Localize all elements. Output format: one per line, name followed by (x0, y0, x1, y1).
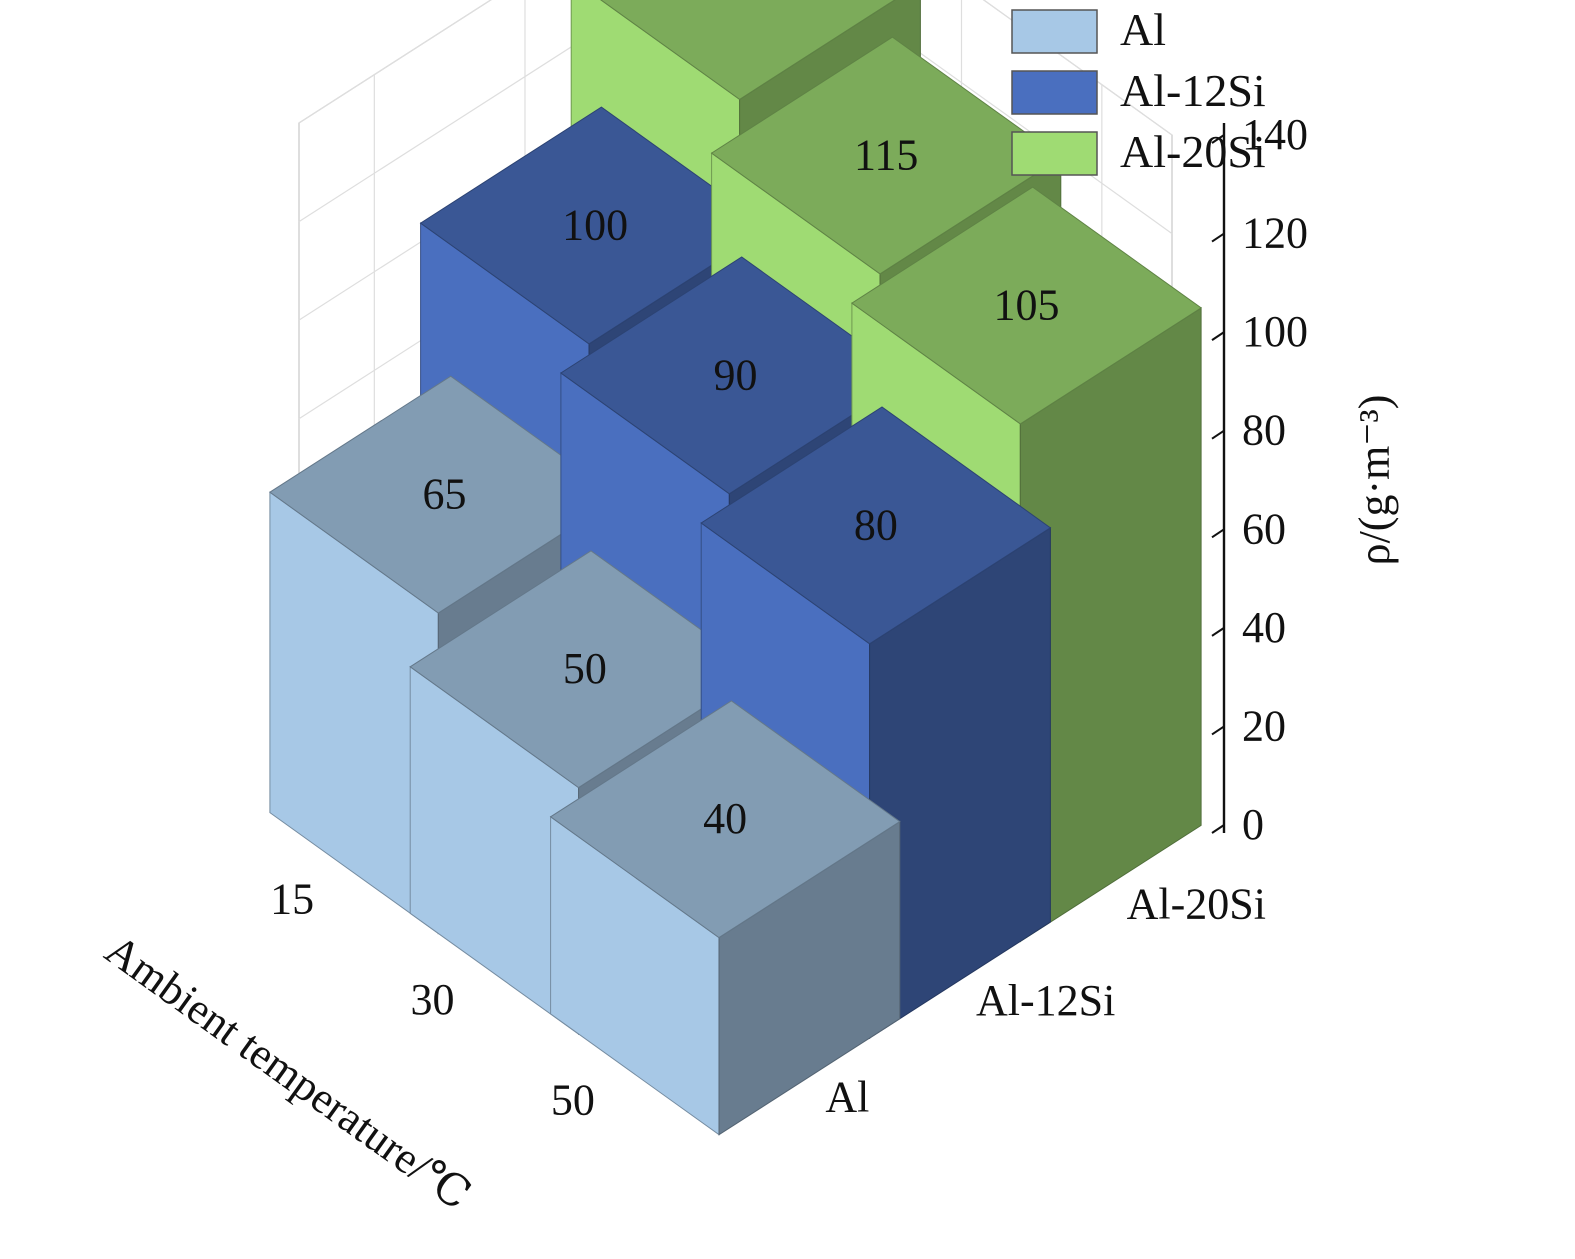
bar-value-label: 40 (703, 794, 747, 843)
z-axis-title: ρ/(g·m⁻³) (1350, 395, 1399, 566)
z-tick (1212, 332, 1224, 340)
bar-value-label: 100 (562, 200, 628, 249)
bar-value-label: 50 (563, 644, 607, 693)
z-tick (1212, 628, 1224, 636)
z-tick-label: 40 (1242, 603, 1286, 652)
bar-value-label: 105 (994, 281, 1060, 330)
legend-swatch (1012, 10, 1097, 53)
z-tick-label: 20 (1242, 701, 1286, 750)
y-tick-label: Al-12Si (976, 976, 1115, 1025)
z-tick-label: 80 (1242, 406, 1286, 455)
z-tick-label: 100 (1242, 307, 1308, 356)
bar-value-label: 115 (854, 131, 918, 180)
legend-swatch (1012, 71, 1097, 114)
legend-label: Al (1120, 4, 1166, 55)
x-axis-title: Ambient temperature/℃ (96, 925, 479, 1220)
z-tick-label: 0 (1242, 800, 1264, 849)
bar-value-label: 80 (854, 500, 898, 549)
z-tick (1212, 726, 1224, 734)
z-tick (1212, 234, 1224, 242)
legend-label: Al-20Si (1120, 126, 1266, 177)
legend-swatch (1012, 132, 1097, 175)
z-tick (1212, 529, 1224, 537)
x-tick-label: 15 (270, 874, 314, 923)
z-tick (1212, 825, 1224, 833)
legend: Al Al-12Si Al-20Si (1012, 4, 1266, 177)
legend-label: Al-12Si (1120, 65, 1266, 116)
x-tick-label: 50 (551, 1076, 595, 1125)
y-tick-label: Al-20Si (1127, 879, 1266, 928)
z-tick-label: 60 (1242, 504, 1286, 553)
z-tick-label: 120 (1242, 209, 1308, 258)
bar-value-label: 90 (714, 350, 758, 399)
bar-value-label: 65 (423, 470, 467, 519)
z-tick (1212, 431, 1224, 439)
bar-value-label: 130 (713, 0, 779, 5)
x-tick-label: 30 (411, 975, 455, 1024)
y-tick-label: Al (825, 1073, 869, 1122)
